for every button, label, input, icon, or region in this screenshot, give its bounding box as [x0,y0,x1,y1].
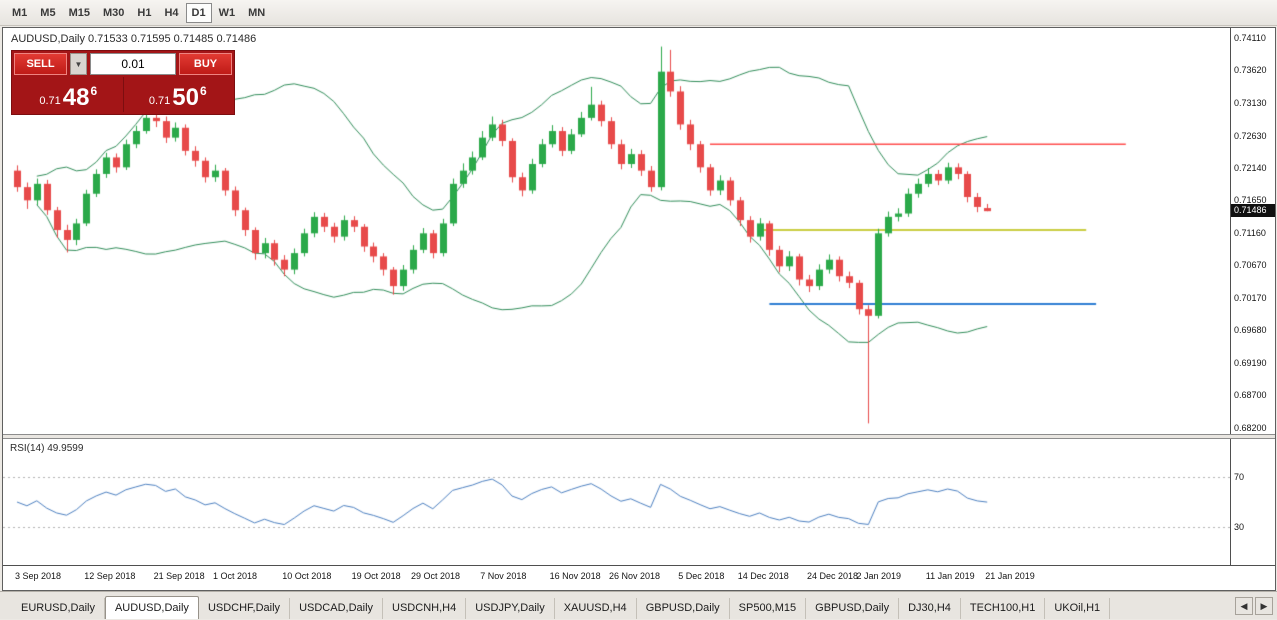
price-axis-label: 0.69190 [1234,357,1267,368]
ask-price-prefix: 0.71 [148,95,171,107]
one-click-prices: 0.71 48 6 0.71 50 6 [14,77,232,112]
sell-button[interactable]: SELL [14,53,67,75]
chart-window: AUDUSD,Daily 0.71533 0.71595 0.71485 0.7… [2,27,1276,591]
buy-button[interactable]: BUY [179,53,232,75]
ask-price-pip-digit: 6 [199,84,207,98]
date-axis-label: 14 Dec 2018 [737,571,789,581]
date-axis-label: 21 Sep 2018 [153,571,205,581]
timeframe-button-m30[interactable]: M30 [97,3,130,23]
timeframe-button-h4[interactable]: H4 [158,3,184,23]
tab-usdjpy-daily[interactable]: USDJPY,Daily [466,598,555,619]
lot-size-input[interactable] [90,53,176,75]
tab-gbpusd-daily[interactable]: GBPUSD,Daily [806,598,900,619]
rsi-level-label: 30 [1234,522,1245,533]
current-price-badge: 0.71486 [1231,204,1275,218]
date-axis-label: 1 Oct 2018 [213,571,258,581]
price-axis-label: 0.72140 [1234,163,1267,173]
timeframe-button-w1[interactable]: W1 [213,3,242,23]
price-axis-label: 0.71160 [1234,227,1266,238]
tab-tech100-h1[interactable]: TECH100,H1 [961,598,1046,619]
price-axis-label: 0.72630 [1234,130,1267,141]
tab-sp500-m15[interactable]: SP500,M15 [730,598,807,619]
one-click-controls: SELL ▼ BUY [14,53,232,75]
price-axis-label: 0.73130 [1234,97,1267,108]
price-axis-label: 0.68700 [1234,390,1267,400]
tab-dj30-h4[interactable]: DJ30,H4 [899,598,961,619]
rsi-indicator-canvas[interactable] [3,439,1231,565]
date-axis-label: 24 Dec 2018 [807,571,859,581]
date-axis-label: 26 Nov 2018 [609,571,661,581]
date-axis-label: 21 Jan 2019 [985,571,1035,581]
tab-usdcnh-h4[interactable]: USDCNH,H4 [383,598,467,619]
tabs-scroll-right-button[interactable]: ▶ [1255,596,1273,615]
date-axis-label: 7 Nov 2018 [480,571,527,581]
timeframe-toolbar: M1 M5 M15 M30 H1 H4 D1 W1 MN [0,0,1277,26]
date-axis-label: 19 Oct 2018 [351,571,401,581]
price-axis-label: 0.71650 [1234,195,1267,206]
price-axis-label: 0.68200 [1234,423,1267,433]
ask-price-big-digits: 50 [172,84,199,111]
timeframe-button-d1[interactable]: D1 [185,2,212,23]
date-axis[interactable]: 3 Sep 2018 12 Sep 2018 21 Sep 2018 1 Oct 20… [3,565,1275,589]
date-axis-label: 29 Oct 2018 [411,571,461,581]
date-axis-label: 16 Nov 2018 [549,571,601,581]
lot-dropdown-button[interactable]: ▼ [70,53,87,75]
price-axis-label: 0.73620 [1234,65,1267,76]
timeframe-button-m5[interactable]: M5 [34,3,61,23]
panel-divider[interactable] [3,434,1275,439]
tab-xauusd-h4[interactable]: XAUUSD,H4 [555,598,637,619]
chart-tab-bar: EURUSD,Daily AUDUSD,Daily USDCHF,Daily USDC… [0,591,1277,619]
date-axis-label: 2 Jan 2019 [856,571,902,581]
date-axis-label: 10 Oct 2018 [282,571,332,581]
price-axis-label: 0.74110 [1234,33,1266,43]
tab-gbpusd-daily[interactable]: GBPUSD,Daily [637,598,730,619]
chevron-down-icon: ▼ [74,59,83,69]
date-axis-label: 3 Sep 2018 [15,571,62,581]
rsi-indicator-label: RSI(14) 49.9599 [10,443,84,454]
price-axis[interactable]: 0.71486 0.74110 0.73620 0.73130 0.72630 0.72… [1230,28,1275,565]
timeframe-button-h1[interactable]: H1 [131,3,157,23]
tab-usdcad-daily[interactable]: USDCAD,Daily [290,598,384,619]
chart-title: AUDUSD,Daily 0.71533 0.71595 0.71485 0.7… [11,33,257,45]
bid-price-pip-digit: 6 [90,84,98,98]
price-axis-label: 0.69680 [1234,325,1267,336]
tab-usdchf-daily[interactable]: USDCHF,Daily [199,598,291,619]
price-axis-label: 0.70670 [1234,260,1267,270]
tab-ukoil-h1[interactable]: UKOil,H1 [1045,598,1111,619]
tab-eurusd-daily[interactable]: EURUSD,Daily [12,598,105,619]
sell-price-display[interactable]: 0.71 48 6 [14,77,124,112]
bid-price-prefix: 0.71 [39,95,61,107]
timeframe-button-m15[interactable]: M15 [63,3,96,23]
date-axis-label: 5 Dec 2018 [678,571,725,581]
rsi-level-label: 70 [1234,471,1245,482]
buy-price-display[interactable]: 0.71 50 6 [124,77,233,112]
timeframe-button-m1[interactable]: M1 [6,3,33,23]
timeframe-button-mn[interactable]: MN [242,3,271,23]
date-axis-label: 12 Sep 2018 [84,571,136,581]
price-axis-label: 0.70170 [1234,293,1267,303]
tabs-scroll-left-button[interactable]: ◀ [1235,596,1253,615]
bid-price-big-digits: 48 [62,84,90,111]
tab-audusd-daily[interactable]: AUDUSD,Daily [104,596,199,619]
date-axis-label: 11 Jan 2019 [925,571,975,581]
tab-scroll-controls: ◀ ▶ [1235,592,1273,619]
